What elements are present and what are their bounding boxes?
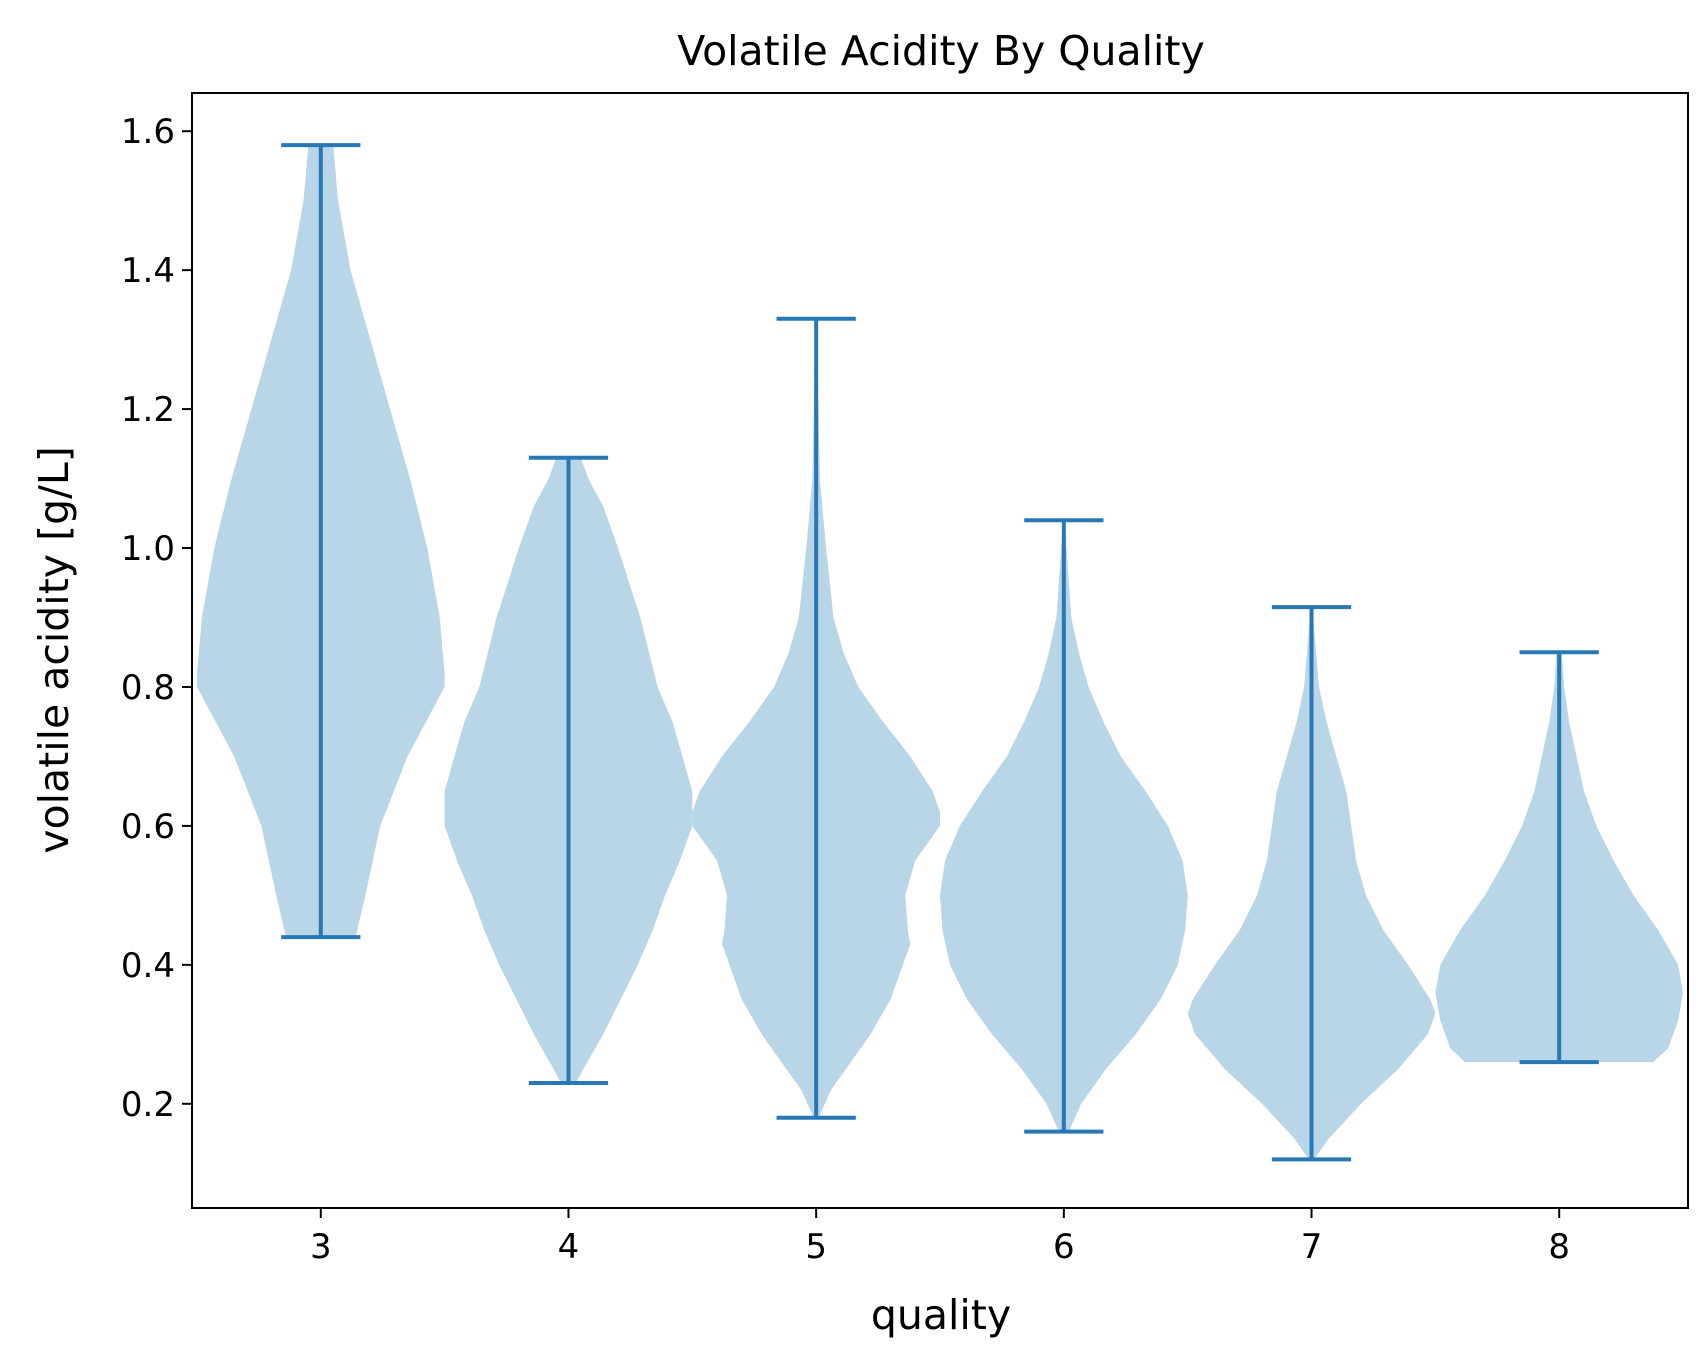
plot-area-frame — [191, 92, 1689, 1209]
y-tick-label-0.6: 0.6 — [121, 807, 175, 847]
violin-4 — [444, 455, 693, 1085]
x-tick-label-6: 6 — [1053, 1227, 1075, 1267]
y-tick-label-0.4: 0.4 — [121, 946, 175, 986]
x-axis: 3 4 5 6 7 8 — [310, 1208, 1570, 1267]
y-axis-title: volatile acidity [g/L] — [30, 446, 78, 854]
x-tick-label-7: 7 — [1301, 1227, 1323, 1267]
x-tick-label-5: 5 — [805, 1227, 827, 1267]
y-tick-label-1.6: 1.6 — [121, 112, 175, 152]
x-tick-label-3: 3 — [310, 1227, 332, 1267]
chart-title: Volatile Acidity By Quality — [677, 27, 1205, 75]
y-tick-label-1.2: 1.2 — [121, 390, 175, 430]
x-axis-title: quality — [871, 1291, 1011, 1339]
violin-3 — [197, 143, 445, 940]
violin-7 — [1187, 605, 1436, 1162]
y-tick-label-1.0: 1.0 — [121, 529, 175, 569]
violins-layer — [197, 143, 1683, 1162]
violin-5 — [692, 316, 940, 1120]
violin-6 — [940, 518, 1188, 1134]
y-axis: 0.2 0.4 0.6 0.8 1.0 1.2 1.4 1.6 — [121, 112, 192, 1125]
x-tick-label-8: 8 — [1548, 1227, 1570, 1267]
y-tick-label-0.2: 0.2 — [121, 1085, 175, 1125]
x-tick-label-4: 4 — [558, 1227, 580, 1267]
y-tick-label-0.8: 0.8 — [121, 668, 175, 708]
y-tick-label-1.4: 1.4 — [121, 251, 175, 291]
violin-8 — [1435, 650, 1683, 1065]
